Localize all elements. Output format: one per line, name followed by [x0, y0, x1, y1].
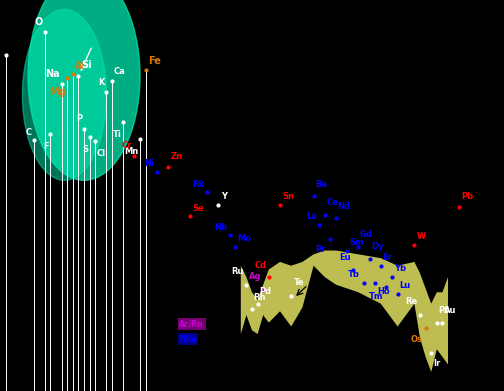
- Text: Dy: Dy: [371, 242, 384, 251]
- Text: Cd: Cd: [255, 260, 267, 269]
- Text: Se: Se: [193, 204, 205, 213]
- Text: P: P: [76, 115, 82, 124]
- Text: Lu: Lu: [399, 281, 411, 290]
- Text: Nd: Nd: [338, 202, 351, 211]
- Text: Al: Al: [75, 61, 86, 71]
- Text: Pr: Pr: [316, 245, 326, 254]
- Ellipse shape: [22, 9, 106, 180]
- Text: Cl: Cl: [97, 149, 106, 158]
- Text: Gd: Gd: [360, 230, 373, 239]
- Text: Te: Te: [293, 278, 304, 287]
- Text: Ag: Ag: [248, 272, 261, 281]
- Text: Cr: Cr: [121, 141, 132, 150]
- Text: Pd: Pd: [259, 287, 272, 296]
- Text: Pt: Pt: [438, 306, 449, 315]
- Text: Sm: Sm: [349, 238, 363, 247]
- Text: Yb: Yb: [394, 264, 406, 273]
- Text: S: S: [82, 145, 88, 154]
- Text: K: K: [98, 77, 105, 86]
- Text: C: C: [26, 127, 32, 137]
- Text: F: F: [43, 142, 49, 151]
- Text: Ca: Ca: [114, 66, 125, 75]
- Text: Nb: Nb: [214, 222, 227, 231]
- Text: Ru: Ru: [232, 267, 244, 276]
- Text: Rh: Rh: [254, 293, 266, 302]
- Text: Ce: Ce: [327, 198, 339, 207]
- Text: Ac/Rn: Ac/Rn: [179, 319, 204, 328]
- Text: W: W: [417, 232, 426, 241]
- Text: Ho: Ho: [377, 287, 390, 296]
- Text: Rb: Rb: [193, 180, 205, 189]
- Text: Tb: Tb: [348, 270, 359, 279]
- Text: Tm: Tm: [369, 292, 384, 301]
- Text: Os: Os: [411, 335, 423, 344]
- Text: Mg: Mg: [49, 87, 66, 97]
- Text: Na: Na: [45, 68, 60, 79]
- Text: Ti: Ti: [113, 130, 121, 139]
- Ellipse shape: [28, 0, 140, 180]
- Text: Y: Y: [221, 192, 227, 201]
- Text: NVa: NVa: [179, 335, 197, 344]
- Text: Mn: Mn: [124, 147, 138, 156]
- Text: Fe: Fe: [148, 56, 161, 66]
- Text: Sn: Sn: [282, 192, 294, 201]
- Text: O: O: [35, 16, 43, 27]
- Text: Ba: Ba: [316, 180, 327, 189]
- Text: Mo: Mo: [237, 234, 251, 243]
- Text: Au: Au: [444, 306, 457, 315]
- Polygon shape: [241, 251, 448, 372]
- Text: Er: Er: [383, 253, 392, 262]
- Text: Pb: Pb: [462, 192, 474, 201]
- Text: Eu: Eu: [340, 253, 351, 262]
- Text: Zn: Zn: [170, 152, 182, 161]
- Text: Re: Re: [405, 297, 417, 306]
- Text: Ni: Ni: [145, 159, 155, 168]
- Text: Si: Si: [81, 60, 92, 70]
- Text: Ir: Ir: [433, 359, 440, 368]
- Text: La: La: [306, 212, 317, 221]
